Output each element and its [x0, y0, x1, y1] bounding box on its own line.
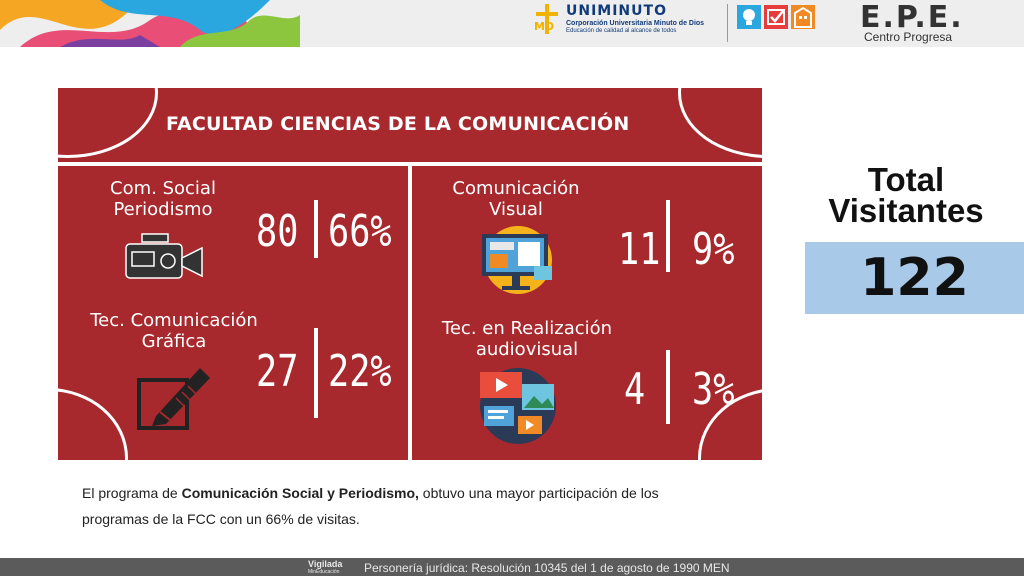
lightbulb-icon [737, 5, 761, 29]
monitor-design-icon [482, 226, 552, 294]
program-percent: 9% [692, 224, 735, 275]
value-separator [666, 350, 670, 424]
pen-drawing-icon [137, 368, 210, 430]
program-label-line1: Comunicación [452, 178, 580, 199]
building-icon [791, 5, 815, 29]
total-visitors-value: 122 [860, 248, 969, 308]
footer-bar [0, 558, 1024, 576]
uniminuto-subtitle: Corporación Universitaria Minuto de Dios [566, 20, 705, 27]
program-label-com-social: Com. Social Periodismo [88, 178, 238, 220]
program-label-line2: Visual [489, 199, 543, 220]
vigilada-logo-line1: Vigilada [308, 559, 343, 569]
column-divider [408, 166, 412, 460]
infographic-title: FACULTAD CIENCIAS DE LA COMUNICACIÓN [166, 113, 630, 135]
corner-arc-decoration [58, 388, 128, 460]
epe-subtitle: Centro Progresa [864, 30, 953, 44]
program-count: 80 [256, 206, 299, 257]
value-separator [666, 200, 670, 272]
value-separator [314, 328, 318, 418]
program-label-tec-audiovisual: Tec. en Realización audiovisual [422, 318, 632, 360]
header-bar: MD UNIMINUTO Corporación Universitaria M… [0, 0, 1024, 47]
value-separator [314, 200, 318, 258]
caption-bold-program: Comunicación Social y Periodismo, [181, 485, 419, 501]
total-title-line2: Visitantes [828, 192, 984, 229]
uniminuto-name: UNIMINUTO [566, 3, 667, 19]
program-label-line2: Periodismo [113, 199, 213, 220]
program-label-line1: Tec. en Realización [441, 318, 613, 339]
program-percent: 3% [692, 364, 735, 415]
epe-icon-group [737, 5, 815, 29]
footer-legal-text: Personería jurídica: Resolución 10345 de… [364, 561, 730, 575]
program-label-line2: audiovisual [475, 339, 579, 360]
program-label-line1: Tec. Comunicación [90, 310, 258, 331]
caption-text-part1: El programa de [82, 485, 182, 501]
program-count: 11 [618, 224, 661, 275]
summary-caption: El programa de Comunicación Social y Per… [82, 480, 702, 532]
title-divider [58, 162, 762, 166]
program-percent: 22% [328, 346, 392, 397]
checkmark-icon [764, 5, 788, 29]
vigilada-logo-line2: MinEducación [308, 569, 340, 575]
video-camera-icon [125, 233, 203, 279]
program-count: 27 [256, 346, 299, 397]
program-label-tec-grafica: Tec. Comunicación Gráfica [74, 310, 274, 352]
program-percent: 66% [328, 206, 392, 257]
uniminuto-tagline: Educación de calidad al alcance de todos [566, 28, 677, 34]
total-visitors-title: Total Visitantes [806, 161, 1006, 229]
vigilada-logo: Vigilada MinEducación [308, 559, 343, 576]
caption-text-part2: obtuvo una mayor participación de los pr… [82, 485, 659, 527]
header-divider [727, 4, 728, 42]
uniminuto-mark-icon: MD [534, 4, 558, 34]
program-count: 4 [624, 364, 646, 415]
decorative-swirl-graphic [0, 0, 300, 47]
media-collage-icon [480, 368, 556, 444]
epe-title: E.P.E. [860, 0, 964, 35]
faculty-infographic: FACULTAD CIENCIAS DE LA COMUNICACIÓN Com… [58, 88, 762, 460]
program-label-line2: Gráfica [141, 331, 207, 352]
program-label-line1: Com. Social [110, 178, 216, 199]
total-visitors-box: 122 [805, 242, 1024, 314]
program-label-com-visual: Comunicación Visual [436, 178, 596, 220]
total-title-line1: Total [867, 161, 945, 198]
uniminuto-mark-text: MD [534, 20, 554, 33]
uniminuto-logo: MD UNIMINUTO Corporación Universitaria M… [532, 4, 704, 34]
